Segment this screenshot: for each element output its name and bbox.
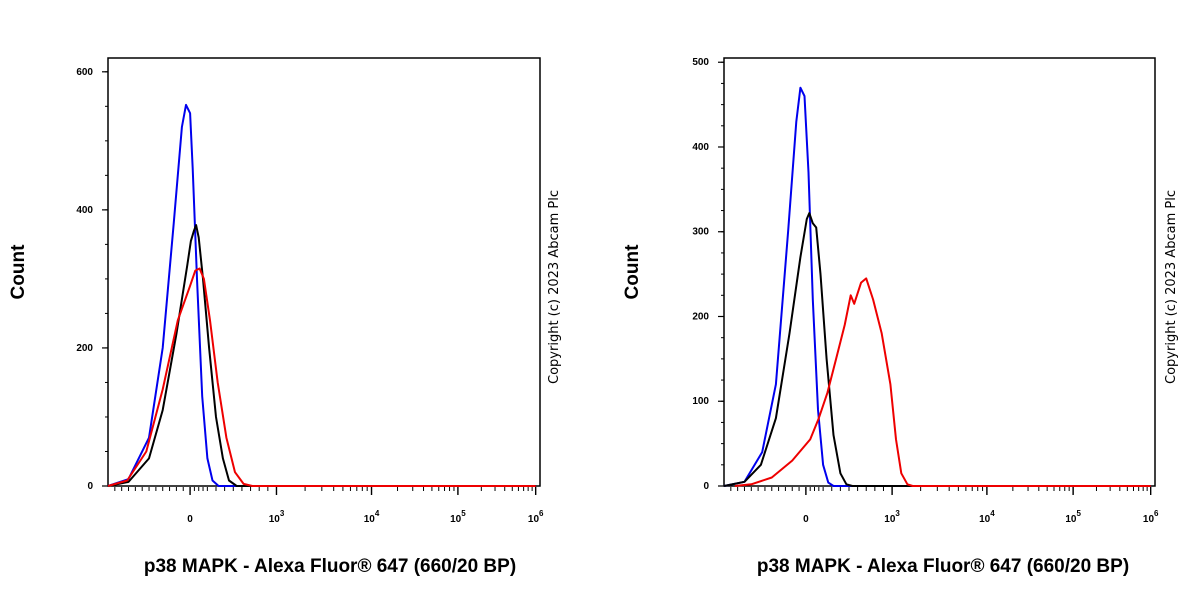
histogram-series-3 — [734, 277, 1151, 487]
y-tick-label: 400 — [76, 205, 93, 216]
x-axis-title: p38 MAPK - Alexa Fluor® 647 (660/20 BP) — [144, 556, 516, 577]
x-tick-label: 104 — [364, 509, 380, 525]
plot-frame — [107, 57, 541, 487]
x-tick-label: 106 — [1143, 509, 1159, 525]
y-tick-label: 300 — [692, 227, 709, 238]
copyright-text: Copyright (c) 2023 Abcam Plc — [1164, 190, 1179, 384]
x-tick-label: 0 — [803, 514, 809, 525]
x-tick-label: 104 — [979, 509, 995, 525]
histogram-series-1 — [107, 103, 536, 487]
y-tick-label: 400 — [692, 142, 709, 153]
histogram-series-2 — [107, 224, 536, 487]
x-tick-label: 106 — [528, 509, 544, 525]
y-axis-title: Count — [8, 244, 29, 300]
histogram-series-1 — [723, 86, 1151, 487]
plot-frame — [723, 57, 1156, 487]
chart-panel-1: 0 200 400 600 0 103 104 105 106 Count p38 MAPK - A… — [8, 57, 562, 577]
x-tick-label: 0 — [187, 514, 193, 525]
copyright-text: Copyright (c) 2023 Abcam Plc — [547, 190, 562, 384]
y-tick-label: 500 — [692, 57, 709, 68]
x-tick-label: 103 — [269, 509, 285, 525]
x-tick-label: 103 — [884, 509, 900, 525]
x-tick-label: 105 — [450, 509, 466, 525]
y-tick-label: 0 — [703, 481, 709, 492]
histogram-series-3 — [107, 267, 536, 487]
y-tick-label: 200 — [692, 311, 709, 322]
y-tick-label: 200 — [76, 343, 93, 354]
y-tick-label: 100 — [692, 396, 709, 407]
x-axis-title: p38 MAPK - Alexa Fluor® 647 (660/20 BP) — [757, 556, 1129, 577]
y-tick-label: 600 — [76, 67, 93, 78]
x-tick-label: 105 — [1065, 509, 1081, 525]
histogram-series-2 — [723, 212, 1151, 487]
y-axis-title: Count — [622, 244, 643, 300]
chart-panel-2: 0 100 200 300 400 500 0 103 104 105 106 Count p38 MA… — [622, 57, 1179, 577]
y-tick-label: 0 — [87, 481, 93, 492]
